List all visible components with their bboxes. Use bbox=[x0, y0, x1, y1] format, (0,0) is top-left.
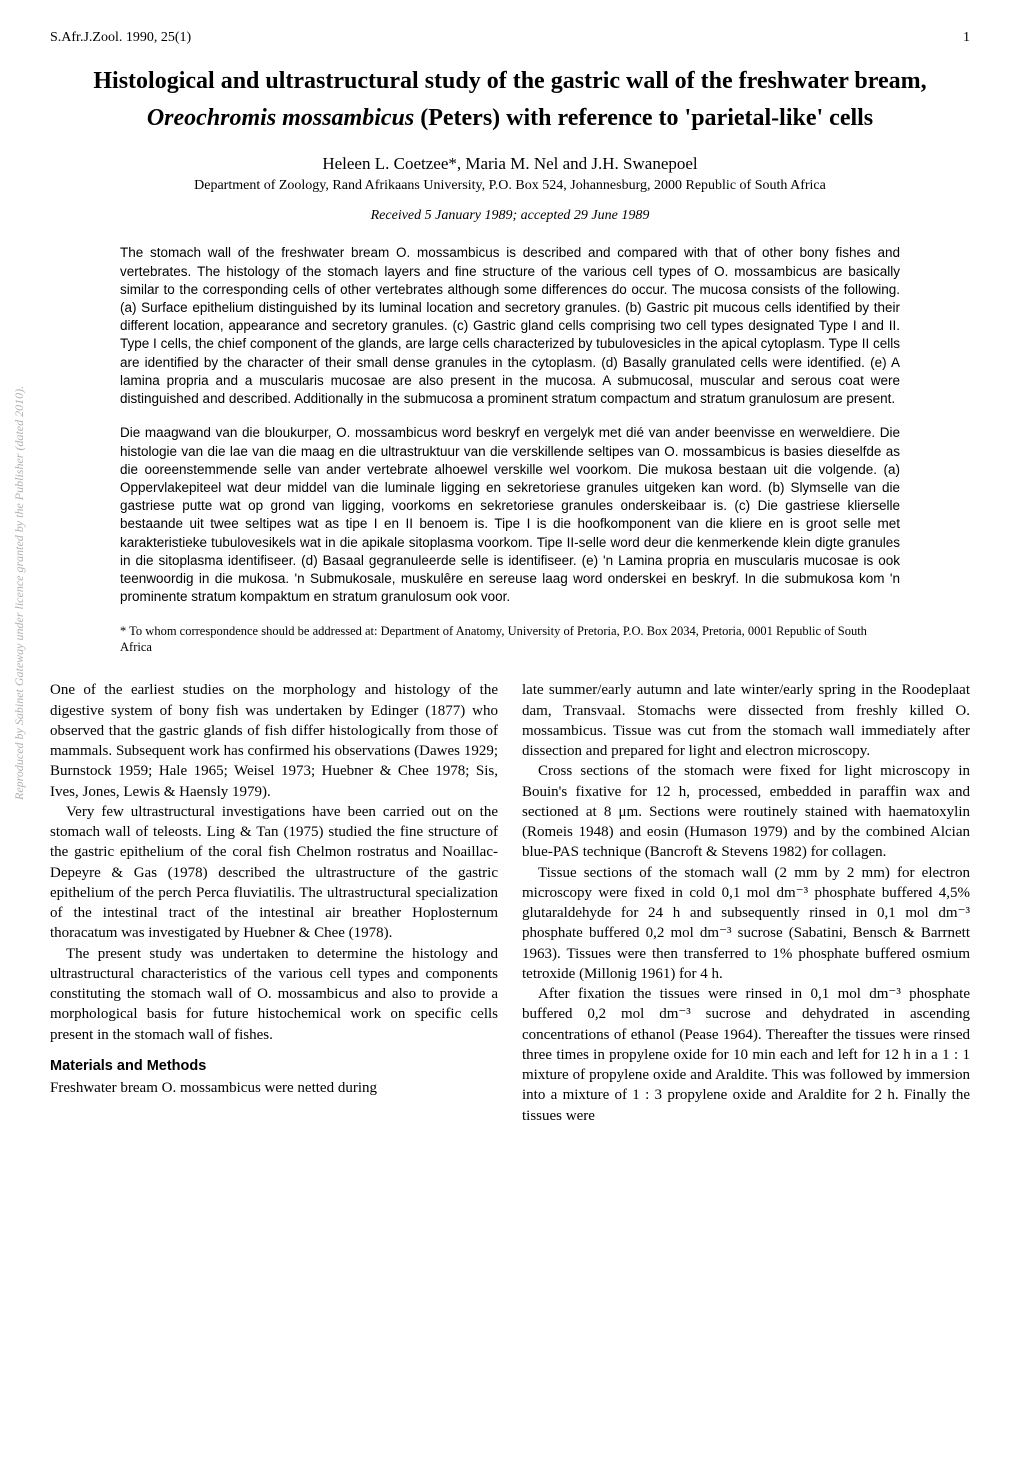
journal-ref: S.Afr.J.Zool. 1990, 25(1) bbox=[50, 30, 191, 46]
body-p7: Tissue sections of the stomach wall (2 m… bbox=[522, 863, 970, 985]
received-date: Received 5 January 1989; accepted 29 Jun… bbox=[50, 208, 970, 224]
body-p4: Freshwater bream O. mossambicus were net… bbox=[50, 1078, 498, 1098]
body-p2: Very few ultrastructural investigations … bbox=[50, 802, 498, 944]
body-p6: Cross sections of the stomach were fixed… bbox=[522, 761, 970, 862]
body-p8: After fixation the tissues were rinsed i… bbox=[522, 984, 970, 1126]
right-column: late summer/early autumn and late winter… bbox=[522, 680, 970, 1126]
sidebar-watermark: Reproduced by Sabinet Gateway under lice… bbox=[12, 386, 27, 800]
left-column: One of the earliest studies on the morph… bbox=[50, 680, 498, 1126]
materials-methods-heading: Materials and Methods bbox=[50, 1057, 498, 1077]
article-title-line2: Oreochromis mossambicus (Peters) with re… bbox=[50, 103, 970, 134]
title-species: Oreochromis mossambicus bbox=[147, 105, 414, 131]
body-p5: late summer/early autumn and late winter… bbox=[522, 680, 970, 761]
authors: Heleen L. Coetzee*, Maria M. Nel and J.H… bbox=[50, 154, 970, 174]
body-p1: One of the earliest studies on the morph… bbox=[50, 680, 498, 802]
title-rest: (Peters) with reference to 'parietal-lik… bbox=[414, 105, 873, 131]
header-line: S.Afr.J.Zool. 1990, 25(1) 1 bbox=[50, 30, 970, 46]
affiliation: Department of Zoology, Rand Afrikaans Un… bbox=[50, 178, 970, 194]
body-p3: The present study was undertaken to dete… bbox=[50, 944, 498, 1045]
page-number: 1 bbox=[963, 30, 970, 46]
abstract-afrikaans: Die maagwand van die bloukurper, O. moss… bbox=[120, 424, 900, 606]
body-columns: One of the earliest studies on the morph… bbox=[50, 680, 970, 1126]
abstract-english: The stomach wall of the freshwater bream… bbox=[120, 244, 900, 408]
article-title-line1: Histological and ultrastructural study o… bbox=[50, 66, 970, 97]
correspondence-note: * To whom correspondence should be addre… bbox=[120, 623, 900, 657]
